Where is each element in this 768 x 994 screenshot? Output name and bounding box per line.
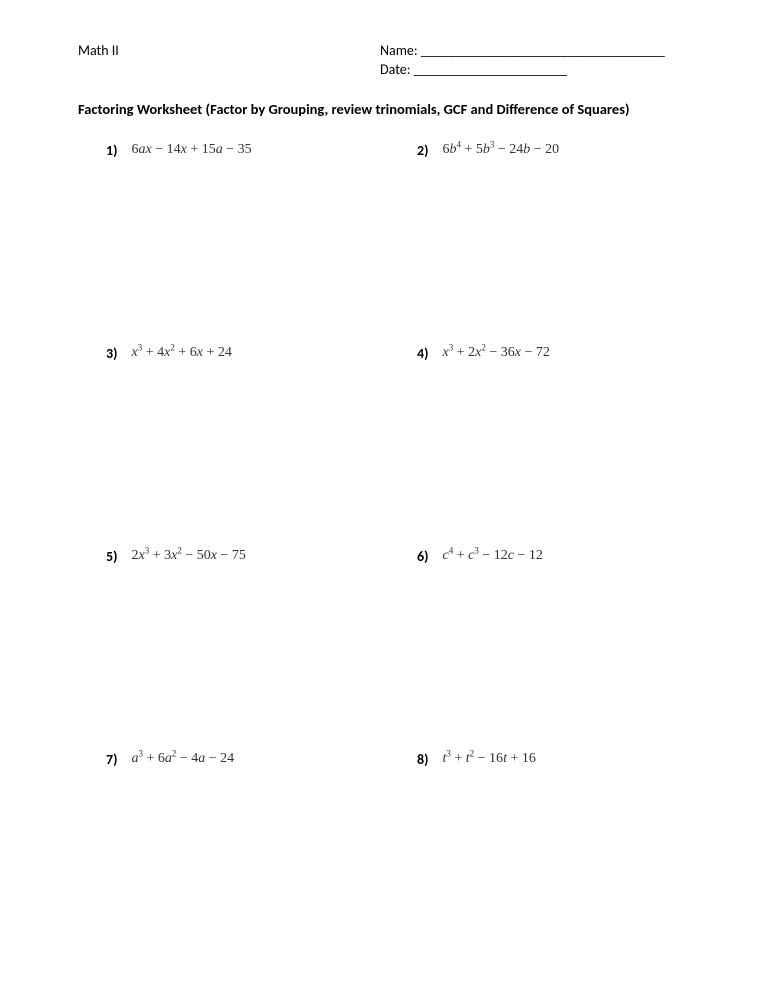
problem: 3) x3 + 4x2 + 6x + 24 [78, 345, 379, 362]
problem: 8) t3 + t2 − 16t + 16 [389, 751, 690, 768]
problems-grid: 1) 6ax − 14x + 15a − 35 2) 6b4 + 5b3 − 2… [78, 142, 690, 768]
problem-number: 2) [417, 142, 428, 159]
problem-expression: 6b4 + 5b3 − 24b − 20 [442, 142, 559, 158]
problem: 4) x3 + 2x2 − 36x − 72 [389, 345, 690, 362]
header-row: Math II Name: __________________________… [78, 42, 690, 59]
problem-number: 3) [106, 345, 117, 362]
problem: 6) c4 + c3 − 12c − 12 [389, 548, 690, 565]
problem-number: 8) [417, 751, 428, 768]
problem-number: 1) [106, 142, 117, 159]
problem-number: 4) [417, 345, 428, 362]
date-blank: ______________________ [414, 61, 567, 78]
problem-expression: x3 + 2x2 − 36x − 72 [442, 345, 549, 361]
problem-expression: 2x3 + 3x2 − 50x − 75 [131, 548, 245, 564]
problem-number: 6) [417, 548, 428, 565]
problem-expression: t3 + t2 − 16t + 16 [442, 751, 535, 767]
problem-expression: c4 + c3 − 12c − 12 [442, 548, 542, 564]
date-field-line: Date: ______________________ [380, 61, 690, 78]
problem: 1) 6ax − 14x + 15a − 35 [78, 142, 379, 159]
problem-expression: 6ax − 14x + 15a − 35 [131, 142, 251, 158]
name-blank: ___________________________________ [421, 42, 665, 59]
problem-number: 5) [106, 548, 117, 565]
course-label: Math II [78, 42, 119, 59]
date-label: Date: [380, 61, 410, 78]
problem: 7) a3 + 6a2 − 4a − 24 [78, 751, 379, 768]
name-field-line: Name: __________________________________… [380, 42, 690, 59]
header-row-2: Date: ______________________ [78, 61, 690, 78]
name-label: Name: [380, 42, 418, 59]
problem-expression: a3 + 6a2 − 4a − 24 [131, 751, 234, 767]
worksheet-title: Factoring Worksheet (Factor by Grouping,… [78, 100, 690, 118]
problem: 5) 2x3 + 3x2 − 50x − 75 [78, 548, 379, 565]
problem-expression: x3 + 4x2 + 6x + 24 [131, 345, 231, 361]
problem-number: 7) [106, 751, 117, 768]
problem: 2) 6b4 + 5b3 − 24b − 20 [389, 142, 690, 159]
